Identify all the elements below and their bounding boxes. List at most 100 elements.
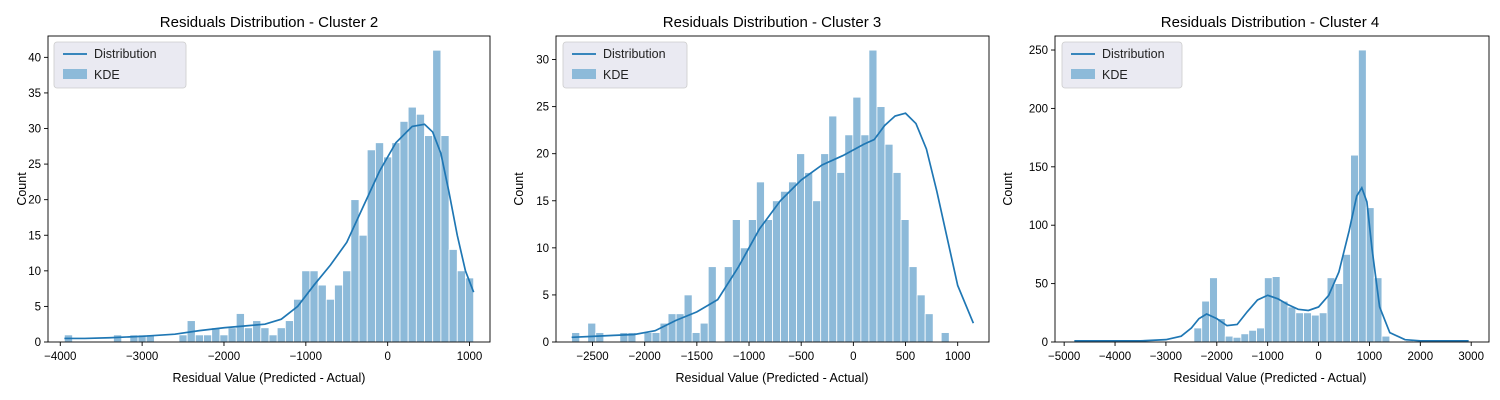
histogram-bar: [788, 181, 798, 343]
histogram-bar: [820, 153, 830, 343]
histogram-bar: [1193, 327, 1203, 343]
y-tick-label: 0: [35, 337, 41, 349]
histogram-bar: [178, 334, 188, 343]
histogram-bar: [691, 332, 701, 343]
histogram-bar: [399, 121, 409, 343]
kde-line: [571, 112, 975, 339]
y-tick-label: 30: [28, 124, 41, 136]
histogram-bar: [440, 135, 450, 343]
histogram-bar: [268, 334, 278, 343]
x-tick-label: −1000: [290, 351, 322, 363]
y-ticks: 0 5 10 15 20 25 30 35 40: [28, 52, 48, 349]
x-tick-label: 1000: [457, 351, 483, 363]
histogram-bar: [432, 49, 442, 343]
histogram-bar: [1264, 277, 1273, 343]
x-tick-label: 0: [850, 351, 856, 363]
legend-entry-kde: KDE: [603, 68, 629, 82]
y-tick-label: 30: [536, 55, 549, 67]
histogram-bar: [908, 266, 918, 343]
histogram-bar: [227, 327, 237, 343]
histogram-bar: [113, 334, 123, 343]
histogram-bar: [276, 327, 286, 343]
y-axis-label: Count: [1001, 172, 1015, 206]
x-tick-label: −4000: [1099, 351, 1131, 363]
histogram-bar: [587, 322, 597, 343]
legend-bar-swatch: [572, 69, 596, 79]
y-tick-label: 15: [536, 196, 549, 208]
legend: Distribution KDE: [562, 41, 688, 89]
y-tick-label: 5: [543, 290, 549, 302]
histogram-bar: [325, 298, 335, 343]
x-tick-label: −2000: [1201, 351, 1233, 363]
y-tick-label: 5: [35, 301, 41, 313]
histogram-bar: [1224, 335, 1234, 343]
histogram-bar: [194, 334, 204, 343]
plot-frame: [47, 35, 491, 343]
legend-entry-distribution: Distribution: [94, 47, 157, 61]
y-tick-label: 10: [28, 266, 41, 278]
histogram-bar: [260, 327, 270, 343]
histogram-bar: [836, 172, 846, 343]
y-tick-label: 20: [28, 195, 41, 207]
histogram-bar: [244, 327, 254, 343]
y-tick-label: 0: [1042, 337, 1048, 349]
histogram-bar: [284, 320, 294, 343]
histogram-bar: [342, 270, 352, 343]
x-ticks: −4000 −3000 −2000 −1000 0 1000: [44, 342, 482, 363]
histogram-bar: [334, 284, 344, 343]
histogram-bar: [1279, 300, 1289, 343]
x-tick-label: −5000: [1048, 351, 1080, 363]
plot-frame: [555, 35, 990, 343]
histogram-bar: [860, 134, 870, 343]
x-tick-label: 1000: [1357, 351, 1383, 363]
histogram-bar: [219, 334, 229, 343]
histogram-bar: [1342, 253, 1352, 343]
y-tick-label: 35: [28, 88, 41, 100]
chart-panel-cluster-3: −2500 −2000 −1500 −1000 −500 0 500 1000 0 5 10 15 2…: [512, 14, 990, 385]
histogram-bar: [391, 142, 401, 343]
histogram-bar: [424, 135, 434, 343]
x-tick-label: 2000: [1408, 351, 1434, 363]
histogram-bar: [211, 327, 221, 343]
x-ticks: −5000 −4000 −3000 −2000 −1000 0 1000 2000 3000: [1048, 342, 1484, 363]
y-tick-label: 200: [1029, 103, 1048, 115]
histogram-bars: [571, 49, 950, 343]
y-tick-label: 25: [28, 159, 41, 171]
histogram-bar: [1287, 306, 1297, 343]
histogram-bar: [366, 149, 376, 343]
histogram-bar: [844, 134, 854, 343]
histogram-bar: [1381, 335, 1391, 343]
histogram-bar: [383, 156, 393, 343]
legend-entry-kde: KDE: [1102, 68, 1128, 82]
x-axis-label: Residual Value (Predicted - Actual): [676, 371, 869, 385]
y-tick-label: 25: [536, 102, 549, 114]
kde-line: [1074, 185, 1469, 342]
legend-bar-swatch: [1071, 69, 1095, 79]
histogram-bar: [916, 294, 926, 343]
legend-entry-distribution: Distribution: [603, 47, 666, 61]
histogram-bar: [407, 106, 417, 343]
x-axis-label: Residual Value (Predicted - Actual): [173, 371, 366, 385]
histogram-bar: [1248, 329, 1257, 343]
x-tick-label: −2000: [629, 351, 661, 363]
histogram-bar: [940, 332, 950, 343]
histogram-bar: [683, 294, 693, 343]
histogram-bar: [804, 172, 814, 343]
y-tick-label: 0: [543, 337, 549, 349]
y-tick-label: 150: [1029, 162, 1048, 174]
histogram-bar: [1240, 333, 1250, 343]
y-tick-label: 15: [28, 230, 41, 242]
x-tick-label: −1000: [1252, 351, 1284, 363]
x-tick-label: −3000: [126, 351, 158, 363]
legend-entry-kde: KDE: [94, 68, 120, 82]
histogram-bar: [731, 219, 741, 343]
y-ticks: 0 5 10 15 20 25 30: [536, 55, 556, 349]
histogram-bar: [900, 219, 910, 343]
histogram-bar: [595, 332, 605, 343]
histogram-bar: [448, 249, 458, 343]
histogram-bar: [1256, 327, 1265, 343]
histogram-bar: [1334, 283, 1344, 343]
x-tick-label: −1000: [733, 351, 765, 363]
histogram-bar: [643, 332, 653, 343]
x-tick-label: 1000: [945, 351, 971, 363]
